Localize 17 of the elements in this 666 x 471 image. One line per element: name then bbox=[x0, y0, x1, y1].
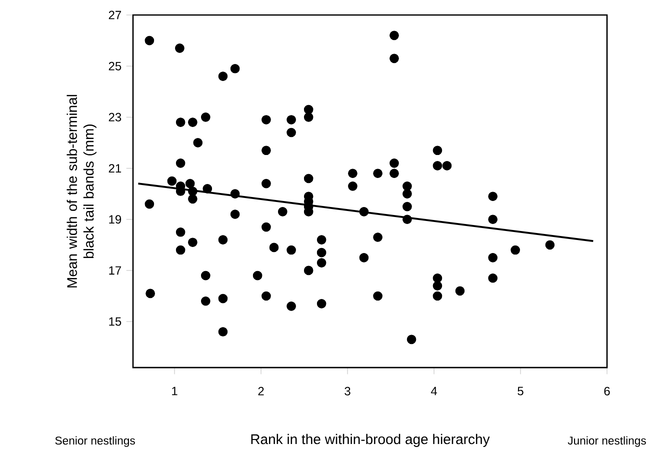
x-tick-label: 2 bbox=[258, 386, 264, 396]
text: Junior nestlings bbox=[568, 436, 646, 447]
x-tick-label: 6 bbox=[604, 386, 610, 396]
text: Senior nestlings bbox=[55, 436, 135, 447]
y-tick-label: 27 bbox=[108, 10, 122, 20]
x-tick-label: 3 bbox=[344, 386, 350, 396]
x-tick-label: 1 bbox=[172, 386, 178, 396]
y-tick-label: 19 bbox=[109, 215, 122, 224]
y-tick-label: 21 bbox=[108, 164, 122, 172]
y-tick-label: 17 bbox=[109, 266, 122, 275]
y-tick-label: 23 bbox=[108, 112, 122, 122]
x-axis-title: Rank in the within-brood age hierarchy bbox=[251, 434, 490, 447]
y-tick-label: 25 bbox=[108, 62, 122, 70]
x-tick-label: 4 bbox=[430, 386, 437, 396]
y-tick-label: 15 bbox=[109, 317, 122, 326]
y-axis-title: Mean width of the sub-terminal black tail bands (mm) bbox=[66, 94, 96, 288]
x-tick-label: 5 bbox=[518, 386, 524, 396]
